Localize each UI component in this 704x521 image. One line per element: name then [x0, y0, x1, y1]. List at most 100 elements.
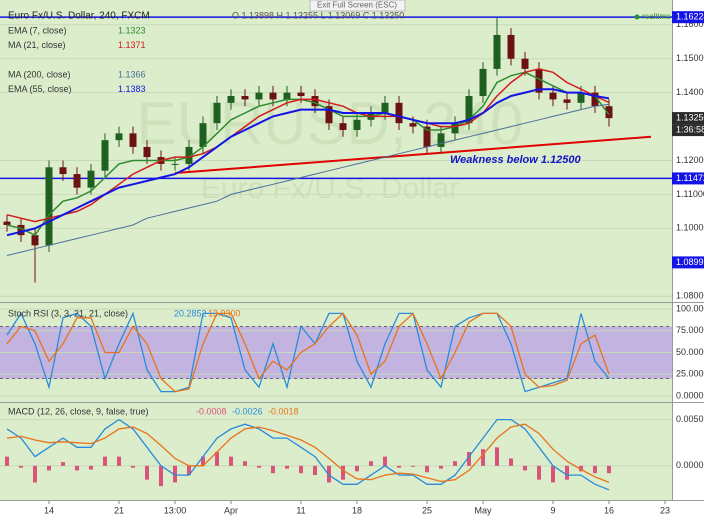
exit-button[interactable] [309, 0, 406, 12]
candle-body [311, 96, 319, 107]
candle-body [577, 92, 585, 103]
histogram-bar [537, 465, 541, 480]
x-tick-label: 18 [352, 505, 362, 515]
histogram-bar [89, 465, 93, 470]
histogram-bar [145, 465, 149, 480]
candle-body [73, 174, 81, 188]
candle-body [87, 170, 95, 188]
histogram-bar [383, 456, 387, 466]
chart-title: Euro Fx/U.S. Dollar, 240, FXCM [8, 11, 150, 22]
legend-name: EMA (7, close) [8, 25, 67, 35]
histogram-bar [565, 465, 569, 480]
candle-body [269, 92, 277, 100]
candle-body [451, 123, 459, 134]
histogram-bar [593, 465, 597, 474]
y-tick-label: 0.0000 [676, 460, 704, 470]
candle-body [465, 96, 473, 124]
x-tick-label: 23 [660, 505, 670, 515]
time-axis [0, 500, 704, 521]
candle-body [563, 99, 571, 103]
candle-body [227, 96, 235, 103]
price-label-box [672, 11, 704, 24]
legend-name: MA (200, close) [8, 69, 71, 79]
candle-body [493, 34, 501, 69]
histogram-bar [201, 456, 205, 466]
candle-body [437, 133, 445, 147]
realtime-dot [634, 14, 640, 20]
candle-body [297, 92, 305, 97]
pane-title: MACD (12, 26, close, 9, false, true) [8, 406, 149, 416]
legend-name: MA (21, close) [8, 40, 66, 50]
histogram-bar [509, 458, 513, 466]
legend-value: 1.1371 [118, 40, 146, 50]
histogram-bar [47, 465, 51, 471]
y-tick-label: 1.08000 [676, 291, 704, 301]
histogram-bar [19, 465, 23, 468]
candle-body [255, 92, 263, 100]
candle-body [143, 146, 151, 158]
countdown: 1:36:58 [676, 124, 704, 134]
candle-body [479, 68, 487, 97]
candle-body [535, 68, 543, 93]
histogram-bar [285, 465, 289, 469]
legend-name: EMA (55, close) [8, 84, 72, 94]
indicator-line [6, 88, 610, 237]
y-tick-label: 0.0000 [676, 390, 704, 400]
histogram-bar [271, 465, 275, 474]
histogram-bar [495, 447, 499, 466]
y-tick-label: 50.0000 [676, 347, 704, 357]
candle-body [185, 146, 193, 164]
histogram-bar [33, 465, 37, 483]
histogram-bar [551, 465, 555, 483]
candle-body [339, 123, 347, 130]
y-tick-label: 1.11000 [676, 189, 704, 199]
legend-value: 1.1323 [118, 25, 146, 35]
legend-value: 1.1383 [118, 84, 146, 94]
candle-body [395, 102, 403, 124]
histogram-bar [215, 451, 219, 466]
candle-body [521, 58, 529, 69]
histogram-bar [355, 465, 359, 472]
x-tick-label: May [474, 505, 492, 515]
candle-body [605, 106, 613, 119]
axis-label: 1.13250 [676, 112, 704, 122]
price-label: 1.16224 [676, 12, 704, 22]
histogram-bar [229, 456, 233, 466]
realtime-label: realtime [642, 12, 671, 21]
histogram-bar [173, 465, 177, 483]
price-pane [0, 0, 672, 302]
trend-line [174, 135, 652, 175]
y-tick-label: 1.14000 [676, 87, 704, 97]
histogram-bar [313, 465, 317, 476]
histogram-bar [467, 451, 471, 466]
x-tick-label: 9 [550, 505, 555, 515]
histogram-bar [61, 462, 65, 466]
axis-label: 1.08997 [676, 257, 704, 267]
histogram-bar [131, 465, 135, 468]
legend-value: -0.0026 [232, 406, 263, 416]
candle-body [45, 167, 53, 246]
indicator-line [6, 312, 610, 393]
annotation: Weakness below 1.12500 [450, 154, 582, 166]
histogram-bar [523, 465, 527, 471]
ohlc-readout: O 1.13898 H 1.13255 L 1.13069 C 1.13250 [232, 10, 404, 20]
candle-body [283, 92, 291, 100]
candle-body [549, 92, 557, 100]
price-label: 1.11472 [676, 173, 704, 183]
x-tick-label: Apr [224, 505, 238, 515]
y-tick-label: 25.0000 [676, 369, 704, 379]
legend-value: 1.1366 [118, 69, 146, 79]
histogram-bar [5, 456, 9, 466]
axis-label-box [672, 256, 704, 269]
candle-body [171, 163, 179, 165]
histogram-bar [425, 465, 429, 473]
candle-body [3, 221, 11, 225]
candle-body [507, 34, 515, 59]
x-tick-label: 14 [44, 505, 54, 515]
candle-body [353, 119, 361, 130]
watermark: Euro Fx/U.S. Dollar [201, 172, 459, 205]
legend-value: -0.0018 [268, 406, 299, 416]
histogram-bar [481, 449, 485, 466]
y-tick-label: 1.12000 [676, 155, 704, 165]
histogram-bar [397, 465, 401, 468]
